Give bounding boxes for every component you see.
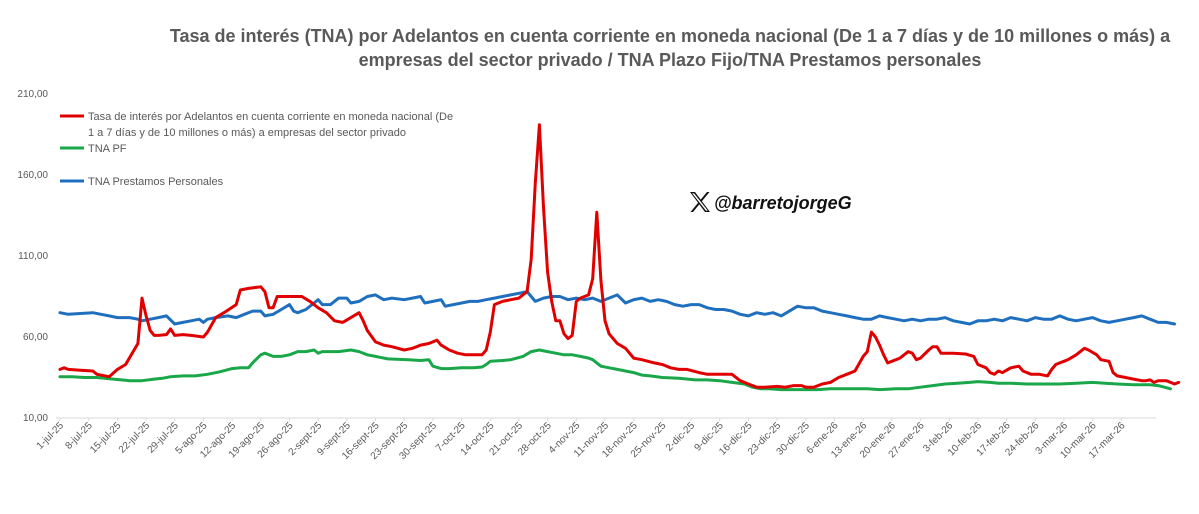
legend-item-pf: TNA PF [60,143,127,155]
legend-item-prestamos: TNA Prestamos Personales [60,176,224,188]
chart-title: Tasa de interés (TNA) por Adelantos en c… [140,24,1199,72]
chart-title-line-2: empresas del sector privado / TNA Plazo … [358,50,982,70]
watermark-handle: @barretojorgeG [714,193,852,213]
legend-item-adelantos: Tasa de interés por Adelantos en cuenta … [60,111,453,139]
y-axis: 210,00 160,00 110,00 60,00 10,00 [17,89,48,424]
y-tick-label: 60,00 [23,332,48,343]
legend-label-prestamos: TNA Prestamos Personales [88,176,224,188]
x-tick-label: 2-dic-25 [664,420,698,454]
y-tick-label: 10,00 [23,413,48,424]
legend-label-pf: TNA PF [88,143,127,155]
chart-title-line-1: Tasa de interés (TNA) por Adelantos en c… [169,26,1171,46]
legend: Tasa de interés por Adelantos en cuenta … [60,111,453,188]
series-line-adelantos [58,123,1181,389]
series-line-tna-pf [58,348,1172,392]
legend-label-adelantos-line-2: 1 a 7 días y de 10 millones o más) a emp… [88,127,406,139]
y-tick-label: 160,00 [17,170,48,181]
legend-label-adelantos-line-1: Tasa de interés por Adelantos en cuenta … [88,111,453,123]
y-tick-label: 110,00 [18,251,48,262]
x-axis: 1-jul-258-jul-2515-jul-2522-jul-2529-jul… [35,418,1128,462]
series-line-prestamos [58,290,1177,326]
x-tick-label: 1-jul-25 [35,420,67,452]
x-logo-icon [690,192,710,212]
watermark: @barretojorgeG [690,192,852,213]
series-layer [58,123,1181,392]
y-tick-label: 210,00 [17,89,48,100]
